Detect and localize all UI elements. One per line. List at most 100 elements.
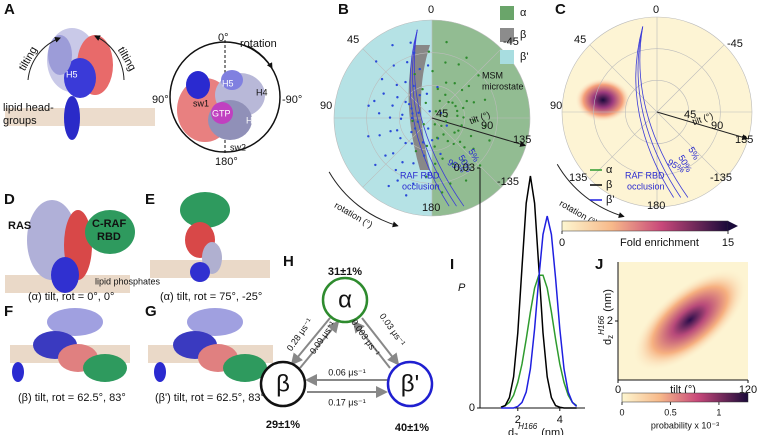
sample-point <box>431 69 434 73</box>
sample-point <box>441 157 444 160</box>
angle-label: -45 <box>727 38 743 50</box>
sample-point <box>440 191 444 194</box>
sample-point <box>488 139 491 142</box>
legend-swatch <box>500 50 514 64</box>
helix-label: H5 <box>66 69 78 79</box>
sample-point <box>411 119 414 123</box>
helix-label: H4 <box>256 87 268 97</box>
axis-title-part: (nm) <box>541 427 564 435</box>
angle-label: -135 <box>710 172 732 184</box>
sample-point <box>391 104 394 107</box>
helix-label: GTP <box>212 108 231 118</box>
angle-label: 180 <box>422 202 440 214</box>
angle-label: 180° <box>215 156 238 168</box>
sample-point <box>425 92 429 95</box>
sample-point <box>388 116 392 119</box>
contour <box>413 29 465 207</box>
sample-point <box>433 162 437 165</box>
tick-label: 0 <box>559 237 565 249</box>
axis-title: rotation (°) <box>333 200 374 230</box>
sample-point <box>461 106 465 110</box>
axis-title: dzH166(nm) <box>508 422 564 435</box>
sample-point <box>399 136 402 140</box>
panel-label: C <box>555 1 566 18</box>
sample-point <box>439 152 442 156</box>
legend-label: β <box>520 29 526 41</box>
axis-title-part: d <box>602 339 614 345</box>
sample-point <box>433 145 436 148</box>
sample-point <box>442 133 445 136</box>
sample-point <box>430 139 434 142</box>
contour <box>635 26 674 198</box>
sample-point <box>367 135 370 138</box>
angle-label: 90 <box>550 100 562 112</box>
y-tick-label: 0.03 <box>454 162 475 174</box>
sample-point <box>427 173 430 176</box>
panel-label: G <box>145 303 157 320</box>
sample-point <box>434 110 438 113</box>
rotation-arrow <box>556 163 625 218</box>
tick-label: 0.5 <box>664 407 677 417</box>
line <box>500 175 577 409</box>
sample-point <box>449 182 452 185</box>
sample-point <box>394 168 398 172</box>
angle-label: 45 <box>574 34 586 46</box>
annotation: RAF RBD <box>625 170 665 180</box>
sample-point <box>380 77 384 81</box>
sample-point <box>462 116 465 119</box>
axis-title-part: H166 <box>518 422 538 431</box>
polar-plot-c <box>556 16 753 218</box>
annotation: rotation <box>240 38 277 50</box>
sample-point <box>454 104 457 108</box>
sample-point <box>428 110 431 113</box>
sample-point <box>404 80 407 84</box>
panel-label: J <box>595 256 603 273</box>
sample-point <box>382 92 385 95</box>
angle-label: 135 <box>569 172 587 184</box>
sample-point <box>445 40 448 44</box>
sample-point <box>440 124 443 128</box>
sample-point <box>436 85 439 89</box>
sample-point <box>467 84 471 88</box>
sample-point <box>422 154 426 157</box>
colorbar-c: 0 15 <box>559 220 738 249</box>
annotation: C-RAF <box>92 218 126 230</box>
sample-point <box>451 101 454 104</box>
tilt-arrow <box>656 111 749 141</box>
sample-point <box>409 41 412 44</box>
rate-label: 0.06 μs⁻¹ <box>328 367 365 377</box>
sample-point <box>444 93 447 97</box>
colorbar <box>561 220 729 232</box>
state-name: β' <box>401 370 419 397</box>
colorbar-title: probability x 10⁻³ <box>651 420 719 430</box>
panel-label: H <box>283 253 294 270</box>
angle-label: -90° <box>282 94 302 106</box>
panel-label: I <box>450 256 454 273</box>
sample-point <box>418 93 421 97</box>
line-chart: 00.0324PdzH166(nm)αββ' <box>454 162 615 435</box>
tick-label: 1 <box>716 407 721 417</box>
complex-D <box>5 200 135 293</box>
panel-label: A <box>4 1 15 18</box>
legend-label: β <box>606 179 612 191</box>
line <box>501 215 578 409</box>
sample-point <box>412 162 415 165</box>
sample-point <box>460 124 463 127</box>
sample-point <box>473 118 476 122</box>
sample-point <box>374 60 378 63</box>
panel-label: E <box>145 191 155 208</box>
helix-label: sw1 <box>193 98 209 108</box>
contour <box>639 26 689 198</box>
sample-point <box>395 129 399 132</box>
sample-point <box>411 112 414 115</box>
sample-point <box>469 134 473 138</box>
line <box>500 274 578 408</box>
radial-label: 45 <box>436 108 448 120</box>
state-population: 31±1% <box>328 266 362 278</box>
state-node <box>386 360 434 408</box>
legend-label: α <box>606 164 613 176</box>
sample-point <box>395 83 399 87</box>
sample-point <box>417 111 420 114</box>
panel-label: B <box>338 1 349 18</box>
